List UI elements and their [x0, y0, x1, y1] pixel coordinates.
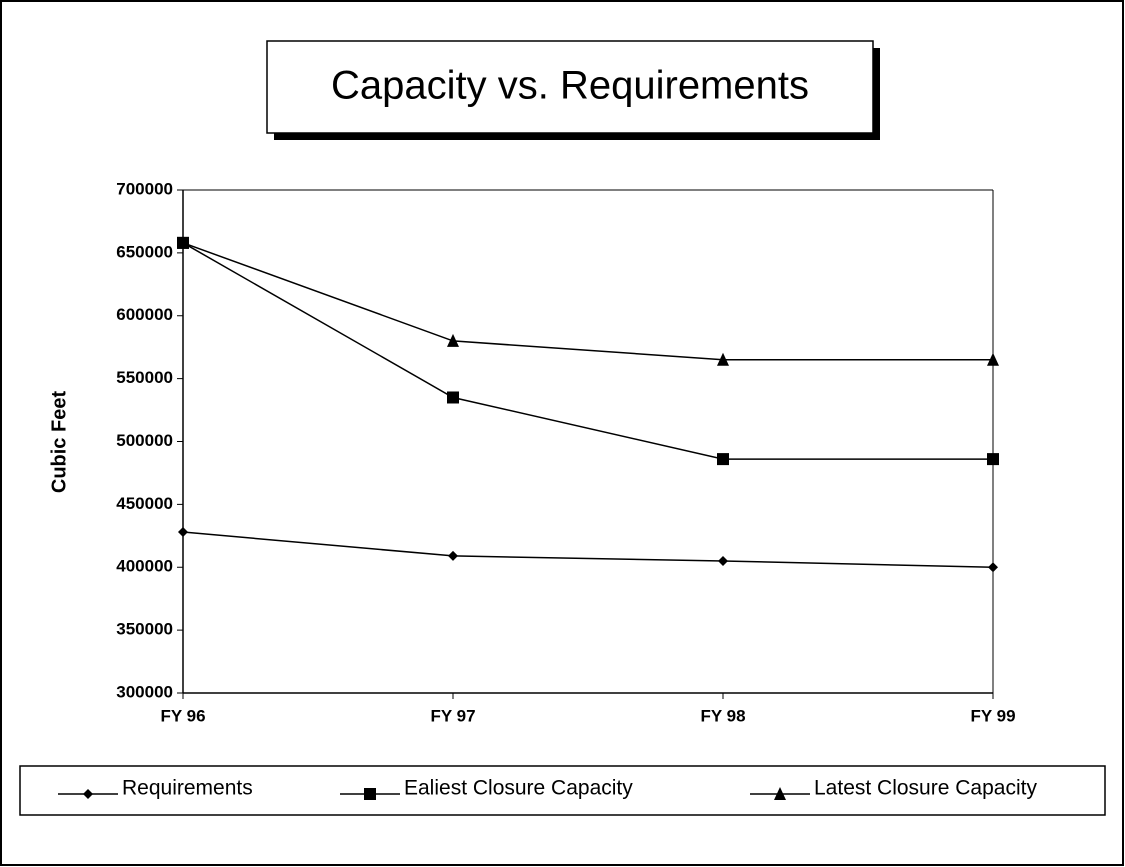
- y-tick-label: 450000: [116, 494, 173, 513]
- marker-square: [987, 453, 999, 466]
- series-line: [182, 242, 993, 361]
- y-tick-label: 700000: [116, 179, 173, 198]
- x-tick-label: FY 97: [430, 706, 475, 725]
- y-tick-label: 500000: [116, 431, 173, 450]
- marker-diamond: [178, 527, 188, 538]
- marker-square: [447, 391, 459, 404]
- marker-diamond: [83, 789, 93, 799]
- x-tick-label: FY 98: [700, 706, 745, 725]
- series-line: [182, 242, 993, 460]
- marker-diamond: [448, 550, 458, 561]
- chart-title: Capacity vs. Requirements: [331, 64, 809, 108]
- x-tick-label: FY 96: [160, 706, 205, 725]
- marker-diamond: [988, 562, 998, 573]
- marker-triangle: [177, 235, 189, 249]
- y-tick-label: 400000: [116, 557, 173, 576]
- series-line: [182, 531, 994, 568]
- x-tick-label: FY 99: [970, 706, 1015, 725]
- marker-square: [717, 453, 729, 466]
- legend-box: [19, 765, 1106, 816]
- title-box: [266, 40, 874, 134]
- y-tick-label: 650000: [116, 242, 173, 261]
- legend-label: Ealiest Closure Capacity: [404, 777, 633, 800]
- y-tick-label: 600000: [116, 305, 173, 324]
- y-tick-label: 300000: [116, 682, 173, 701]
- y-tick-label: 550000: [116, 368, 173, 387]
- marker-triangle: [447, 333, 459, 347]
- marker-triangle: [774, 787, 786, 800]
- legend-label: Requirements: [122, 777, 253, 800]
- marker-diamond: [718, 555, 728, 566]
- marker-triangle: [987, 352, 999, 366]
- marker-square: [364, 788, 376, 800]
- y-axis-label: Cubic Feet: [48, 391, 70, 494]
- marker-triangle: [717, 352, 729, 366]
- legend-label: Latest Closure Capacity: [814, 777, 1037, 800]
- y-tick-label: 350000: [116, 620, 173, 639]
